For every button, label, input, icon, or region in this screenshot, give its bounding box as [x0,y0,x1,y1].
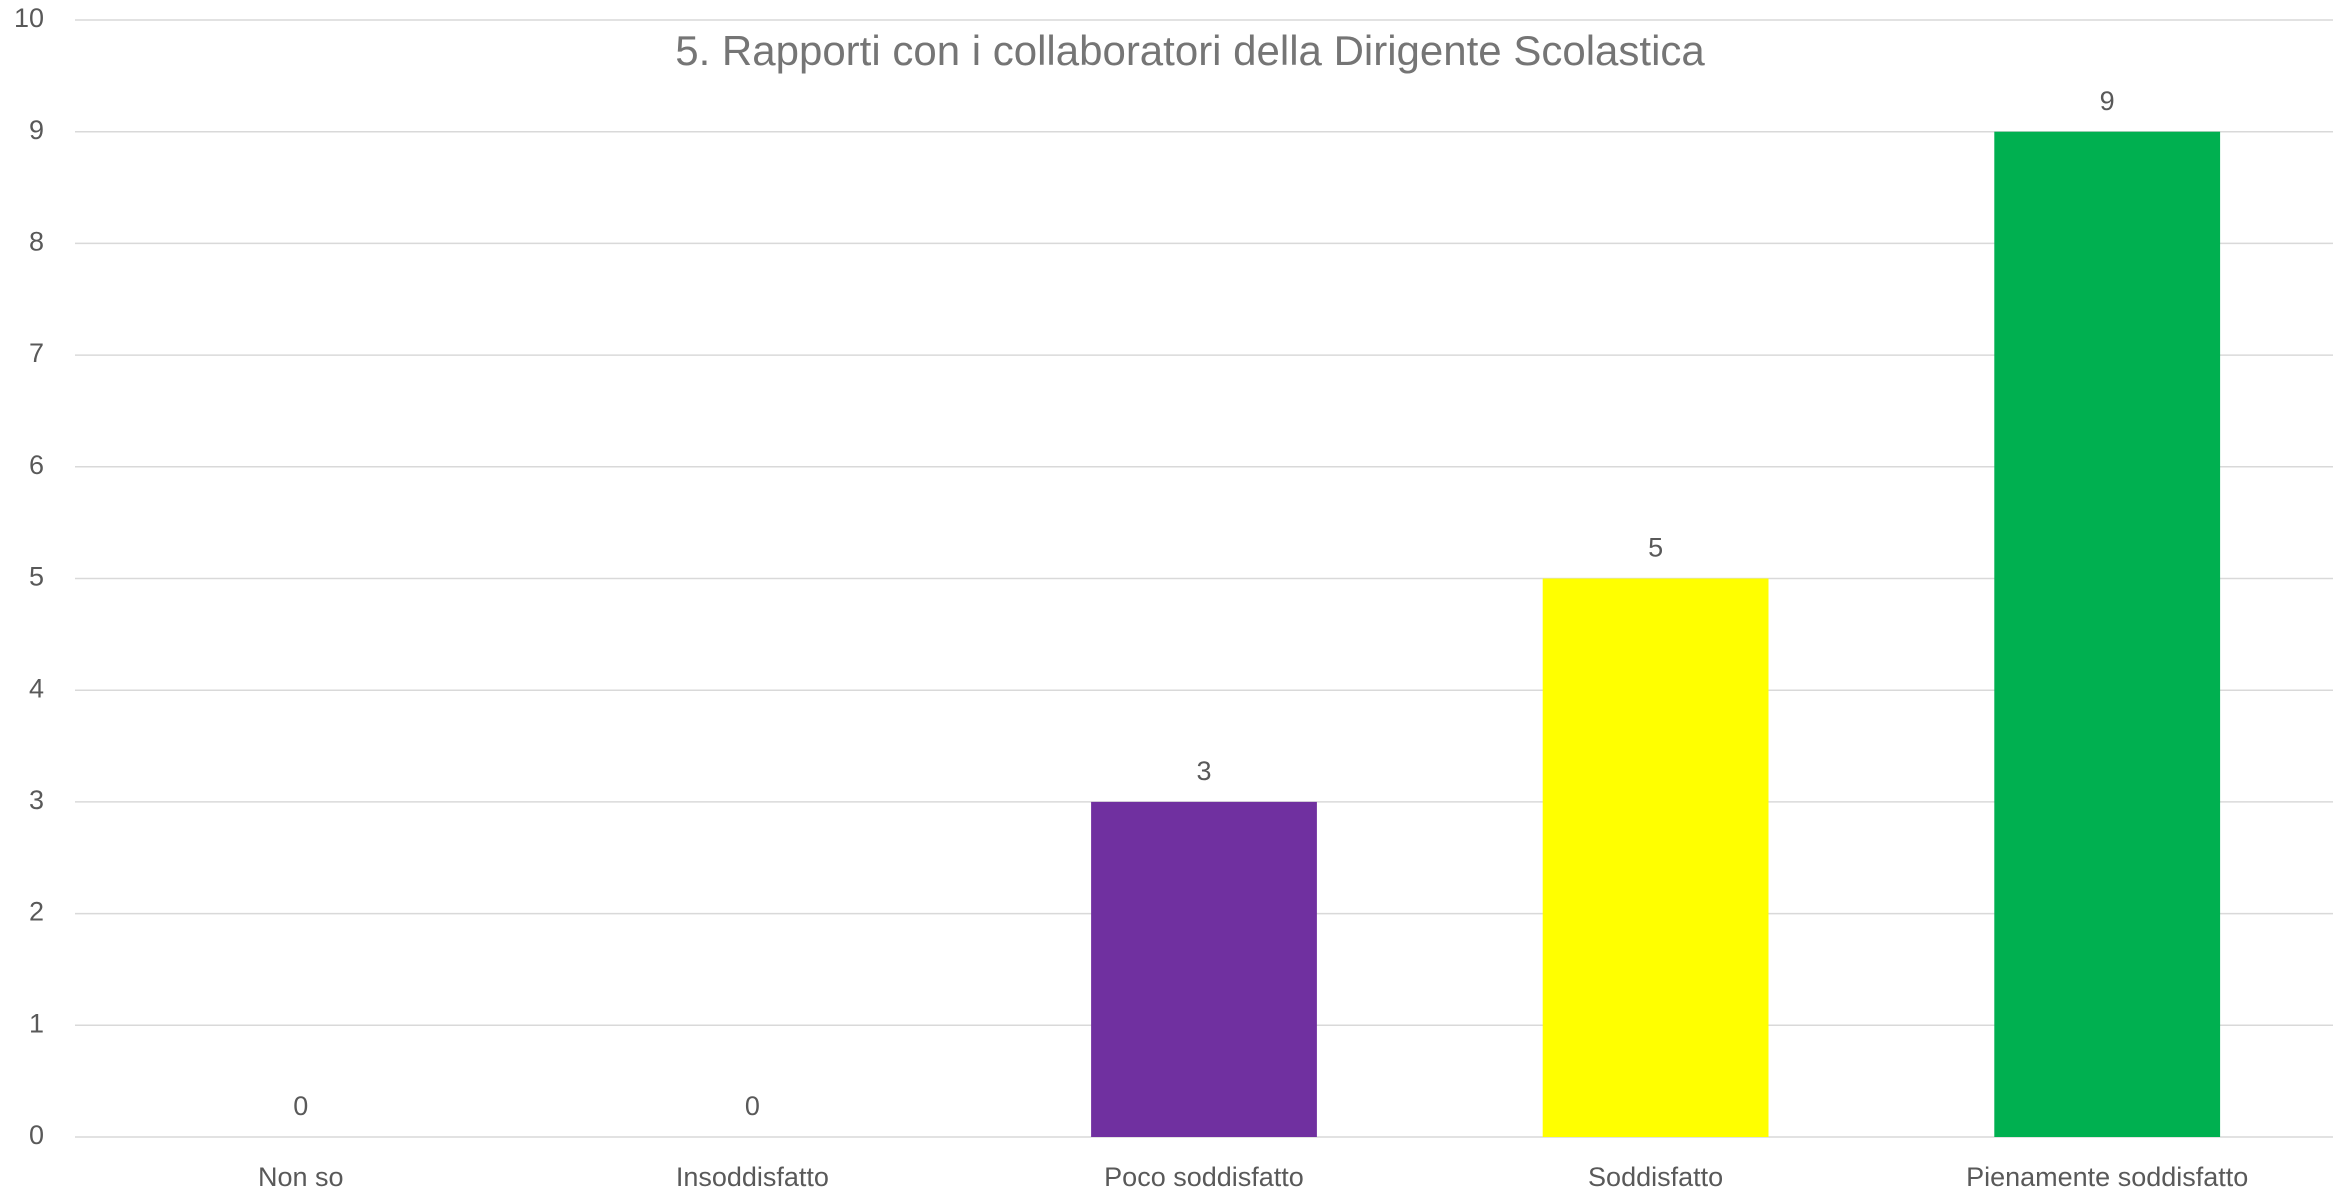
bar [1994,131,2221,1137]
x-tick-label: Non so [258,1162,344,1192]
y-tick-label: 0 [29,1120,44,1150]
x-tick-label: Pienamente soddisfatto [1966,1162,2248,1192]
bar [1542,578,1769,1137]
y-tick-label: 8 [29,227,44,257]
y-tick-label: 5 [29,562,44,592]
chart-title: 5. Rapporti con i collaboratori della Di… [675,27,1705,74]
y-tick-label: 3 [29,785,44,815]
y-tick-label: 7 [29,338,44,368]
y-tick-label: 1 [29,1008,44,1038]
x-tick-label: Poco soddisfatto [1104,1162,1304,1192]
y-tick-label: 9 [29,115,44,145]
data-label: 0 [745,1091,760,1121]
x-tick-label: Soddisfatto [1588,1162,1723,1192]
y-tick-label: 10 [14,3,44,33]
data-label: 5 [1648,533,1663,563]
data-label: 3 [1196,756,1211,786]
y-tick-label: 2 [29,897,44,927]
y-tick-label: 4 [29,673,44,703]
data-label: 9 [2100,86,2115,116]
y-tick-label: 6 [29,450,44,480]
data-label: 0 [293,1091,308,1121]
x-tick-label: Insoddisfatto [676,1162,829,1192]
bar [1091,801,1317,1137]
